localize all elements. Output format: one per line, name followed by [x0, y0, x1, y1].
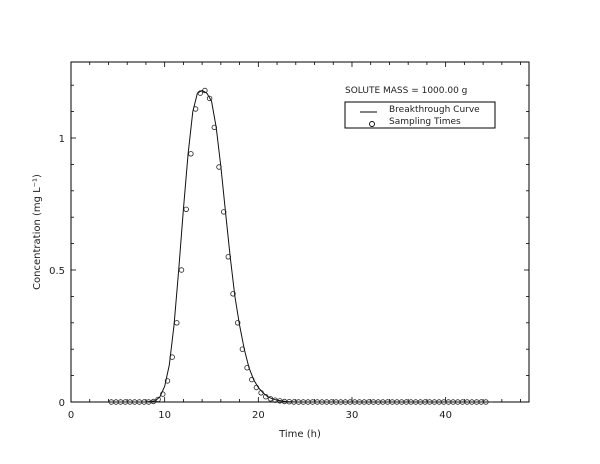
x-tick-label: 40 — [439, 410, 452, 421]
sampling-point — [160, 391, 166, 397]
sampling-point — [164, 378, 171, 384]
sampling-point — [216, 164, 222, 170]
sampling-point — [258, 390, 264, 396]
y-axis-label: Concentration (mg L⁻¹) — [32, 174, 43, 290]
sampling-point — [150, 398, 157, 405]
y-tick-labels: 00.51 — [49, 134, 65, 409]
sampling-point — [178, 267, 185, 273]
sampling-point — [169, 354, 175, 360]
sampling-point — [483, 399, 489, 405]
y-tick-label: 0.5 — [49, 266, 65, 277]
x-tick-label: 0 — [68, 410, 74, 421]
sampling-point — [267, 396, 274, 402]
sampling-point — [192, 106, 199, 112]
sampling-point — [253, 384, 260, 391]
y-tick-label: 0 — [59, 398, 65, 409]
sampling-point — [202, 87, 208, 94]
x-tick-label: 10 — [158, 410, 171, 421]
breakthrough-curve-path — [108, 90, 493, 403]
legend-label-sampling: Sampling Times — [389, 117, 461, 127]
sampling-point — [220, 209, 227, 215]
legend: Breakthrough Curve Sampling Times — [344, 101, 496, 129]
sampling-point — [211, 124, 217, 131]
sampling-point — [206, 95, 213, 102]
y-tick-label: 1 — [59, 134, 65, 145]
solute-mass-annotation: SOLUTE MASS = 1000.00 g — [345, 86, 467, 96]
sampling-point — [155, 396, 161, 403]
legend-box — [344, 101, 496, 129]
x-tick-labels: 0 10 20 30 40 — [68, 410, 452, 421]
sampling-point — [249, 376, 255, 383]
sampling-point — [244, 365, 250, 371]
legend-label-breakthrough: Breakthrough Curve — [389, 105, 480, 115]
sampling-point — [197, 90, 203, 96]
legend-circle-icon — [369, 121, 375, 127]
sampling-point — [239, 346, 246, 352]
sampling-point — [263, 394, 269, 400]
sampling-point — [174, 320, 180, 326]
x-tick-label: 30 — [346, 410, 359, 421]
sampling-point — [188, 151, 194, 157]
x-tick-label: 20 — [252, 410, 265, 421]
sampling-time-markers — [108, 87, 489, 405]
sampling-point — [234, 320, 241, 326]
x-axis-label: Time (h) — [278, 429, 321, 440]
sampling-point — [230, 291, 236, 297]
breakthrough-curve-line — [108, 90, 493, 403]
sampling-point — [225, 254, 231, 260]
sampling-point — [183, 206, 189, 212]
